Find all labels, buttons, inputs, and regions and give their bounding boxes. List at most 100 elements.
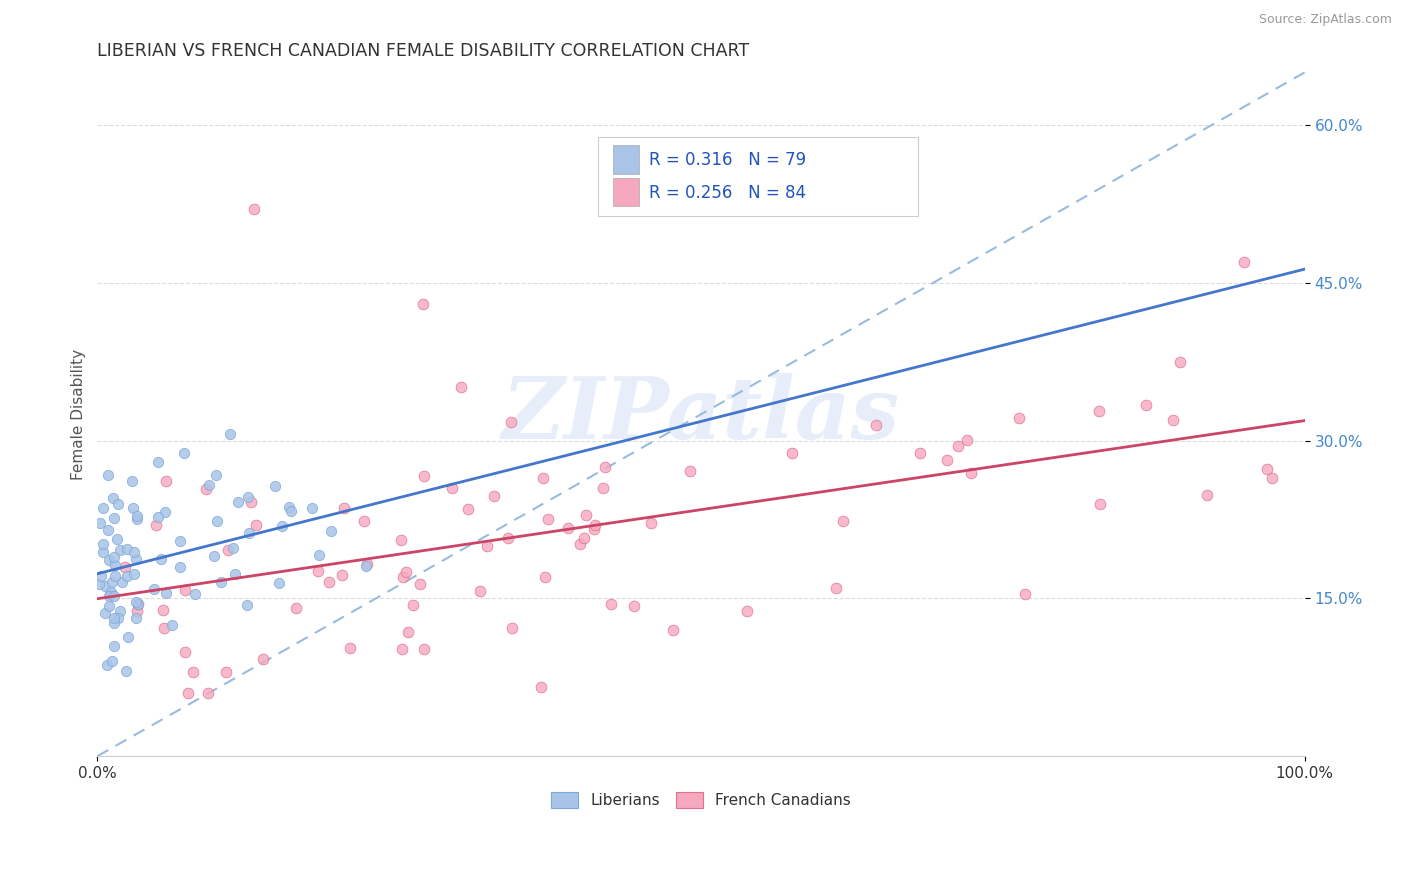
Point (90, 569, 112, 583)
Point (592, 481, 614, 495)
Point (183, 665, 205, 679)
Point (582, 522, 605, 536)
Point (240, 495, 263, 509)
Point (222, 541, 245, 556)
Point (440, 481, 463, 495)
Point (457, 502, 479, 516)
Point (97, 590, 120, 604)
Point (143, 582, 166, 596)
Point (308, 548, 330, 562)
Point (122, 500, 145, 515)
Point (450, 380, 472, 394)
Point (174, 645, 197, 659)
Point (1233, 254, 1256, 268)
Point (145, 517, 167, 532)
Point (115, 665, 138, 679)
Point (125, 605, 148, 619)
Point (267, 576, 290, 591)
Point (557, 521, 579, 535)
Point (530, 681, 553, 695)
Point (236, 490, 259, 504)
Point (354, 559, 377, 574)
Point (94, 607, 117, 621)
Text: ZIPatlas: ZIPatlas (502, 373, 900, 456)
Point (173, 582, 195, 597)
Point (955, 433, 977, 447)
Point (575, 508, 598, 523)
Point (149, 551, 172, 566)
Point (110, 604, 132, 618)
Point (238, 525, 260, 540)
Point (537, 512, 560, 526)
Point (482, 489, 505, 503)
Point (195, 482, 218, 496)
Point (101, 491, 124, 506)
Point (865, 418, 887, 433)
Y-axis label: Female Disability: Female Disability (72, 349, 86, 480)
Point (285, 601, 308, 615)
Point (392, 569, 415, 583)
Point (959, 466, 981, 480)
Point (103, 615, 125, 630)
Point (160, 617, 183, 632)
Point (127, 597, 149, 611)
Point (236, 599, 259, 613)
Point (169, 533, 191, 548)
Point (1087, 404, 1109, 418)
Point (103, 640, 125, 654)
Point (1135, 398, 1157, 412)
Point (103, 511, 125, 525)
Point (395, 565, 418, 579)
Point (780, 446, 803, 460)
Point (218, 542, 240, 557)
Point (177, 686, 200, 700)
Point (1168, 355, 1191, 369)
Point (640, 516, 662, 530)
Point (103, 610, 125, 624)
Point (412, 297, 434, 311)
Text: R = 0.316   N = 79: R = 0.316 N = 79 (650, 151, 806, 169)
Point (169, 560, 191, 574)
Point (252, 652, 274, 666)
Point (96, 467, 118, 482)
Point (583, 517, 606, 532)
Point (153, 505, 176, 519)
Point (122, 545, 145, 559)
Point (353, 515, 375, 529)
Point (679, 464, 702, 478)
Point (205, 468, 228, 483)
Point (115, 569, 138, 583)
Point (243, 202, 266, 217)
Point (121, 474, 143, 488)
Point (98, 552, 121, 566)
Point (97, 599, 120, 613)
Point (245, 518, 267, 533)
Point (93, 537, 115, 551)
Point (110, 574, 132, 589)
Point (533, 569, 555, 583)
Point (117, 630, 139, 644)
Point (391, 641, 413, 656)
Point (226, 494, 249, 508)
Bar (599, 137, 918, 216)
Point (301, 501, 323, 516)
Point (1195, 488, 1218, 502)
Point (280, 504, 302, 518)
Point (215, 665, 238, 679)
Point (101, 654, 124, 668)
Point (197, 686, 219, 700)
Bar (613, 145, 640, 174)
Point (1256, 462, 1278, 476)
Point (146, 455, 169, 469)
Point (89, 577, 111, 591)
Point (117, 541, 139, 556)
Point (202, 549, 225, 564)
Point (599, 597, 621, 611)
Legend: Liberians, French Canadians: Liberians, French Canadians (546, 786, 858, 814)
Point (103, 549, 125, 564)
Point (91, 500, 114, 515)
Text: Source: ZipAtlas.com: Source: ZipAtlas.com (1258, 13, 1392, 27)
Point (1261, 470, 1284, 484)
Point (125, 551, 148, 566)
Point (100, 585, 122, 599)
